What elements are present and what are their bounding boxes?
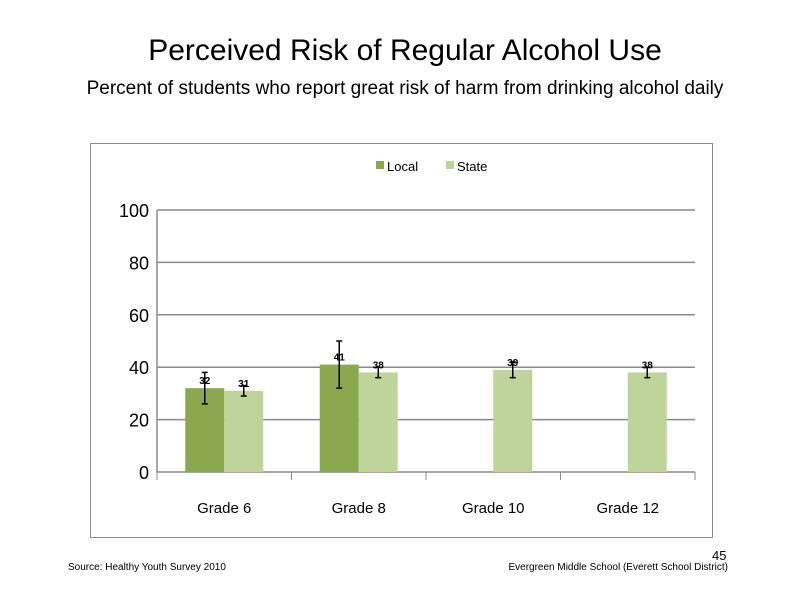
bar-state <box>627 372 667 472</box>
bar-state <box>493 369 533 472</box>
data-label: 38 <box>642 360 654 371</box>
y-tick-label: 40 <box>129 358 149 378</box>
slide-title: Perceived Risk of Regular Alcohol Use <box>148 34 662 67</box>
data-label: 39 <box>507 358 519 369</box>
y-tick-label: 20 <box>129 411 149 431</box>
bar-state <box>224 390 264 472</box>
data-label: 38 <box>373 360 385 371</box>
x-tick-label: Grade 12 <box>596 500 659 517</box>
y-tick-label: 100 <box>119 201 149 221</box>
legend-label-state: State <box>457 159 487 174</box>
bar-state <box>358 372 398 472</box>
slide-subtitle: Percent of students who report great ris… <box>86 78 724 99</box>
y-tick-label: 0 <box>139 463 149 483</box>
page-number: 45 <box>712 548 727 563</box>
data-label: 31 <box>238 379 250 390</box>
x-tick-label: Grade 10 <box>462 500 525 517</box>
y-tick-label: 60 <box>129 306 149 326</box>
x-tick-label: Grade 8 <box>332 500 386 517</box>
school-name: Evergreen Middle School (Everett School … <box>508 562 728 573</box>
data-label: 32 <box>199 376 211 387</box>
y-tick-label: 80 <box>129 253 149 273</box>
source-note: Source: Healthy Youth Survey 2010 <box>68 562 226 573</box>
legend-label-local: Local <box>387 159 418 174</box>
x-tick-label: Grade 6 <box>197 500 251 517</box>
legend-swatch-local <box>376 161 384 169</box>
legend-swatch-state <box>446 161 454 169</box>
data-label: 41 <box>334 353 346 364</box>
